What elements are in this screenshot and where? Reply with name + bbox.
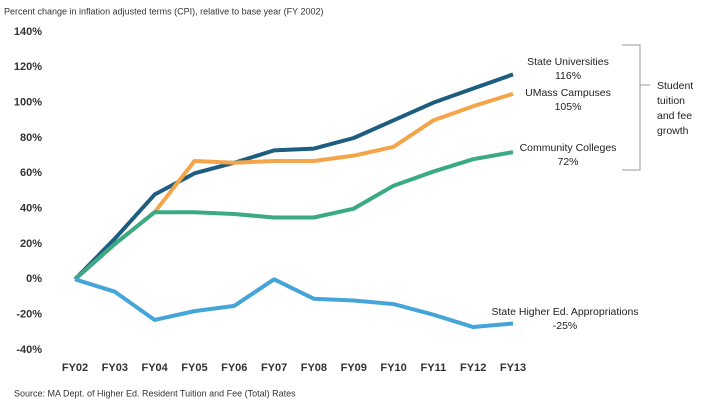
- x-tick-label: FY07: [261, 362, 287, 374]
- bracket: [622, 44, 650, 171]
- series-label: UMass Campuses: [525, 87, 611, 99]
- source-note: Source: MA Dept. of Higher Ed. Resident …: [14, 388, 296, 398]
- x-tick-label: FY06: [221, 362, 247, 374]
- annotation: Student: [657, 80, 693, 92]
- y-tick-label: 80%: [20, 132, 42, 144]
- bracket-line: [622, 44, 641, 171]
- series-line: [73, 150, 514, 281]
- series-line: [73, 91, 514, 281]
- x-tick-label: FY09: [341, 362, 367, 374]
- x-tick-label: FY04: [141, 362, 168, 374]
- annotation: growth: [657, 125, 689, 137]
- data-label: -25%: [553, 320, 578, 332]
- series-line: [74, 277, 514, 330]
- x-tick-label: FY03: [102, 362, 128, 374]
- x-tick-label: FY12: [460, 362, 486, 374]
- series-label: Community Colleges: [520, 142, 617, 154]
- y-tick-label: -20%: [16, 309, 42, 321]
- y-tick-label: 140%: [14, 26, 42, 38]
- series-line: [73, 72, 514, 281]
- data-label: 72%: [557, 156, 578, 168]
- annotation: and fee: [657, 110, 692, 122]
- x-tick-label: FY02: [62, 362, 88, 374]
- annotation: tuition: [657, 95, 685, 107]
- x-tick-label: FY08: [301, 362, 327, 374]
- y-tick-label: -40%: [16, 344, 42, 356]
- y-tick-label: 40%: [20, 203, 42, 215]
- x-tick-label: FY10: [380, 362, 406, 374]
- y-tick-label: 0%: [26, 273, 42, 285]
- x-tick-label: FY11: [421, 362, 447, 374]
- series-label: State Higher Ed. Appropriations: [491, 306, 638, 318]
- y-tick-label: 20%: [20, 238, 42, 250]
- y-tick-label: 60%: [20, 167, 42, 179]
- data-label: 116%: [555, 70, 581, 82]
- chart-subtitle: Percent change in inflation adjusted ter…: [4, 6, 324, 16]
- x-tick-label: FY05: [181, 362, 207, 374]
- data-label: 105%: [555, 101, 582, 113]
- series-label: State Universities: [527, 56, 609, 68]
- y-tick-label: 120%: [14, 61, 42, 73]
- y-tick-label: 100%: [14, 97, 42, 109]
- x-tick-label: FY13: [500, 362, 526, 374]
